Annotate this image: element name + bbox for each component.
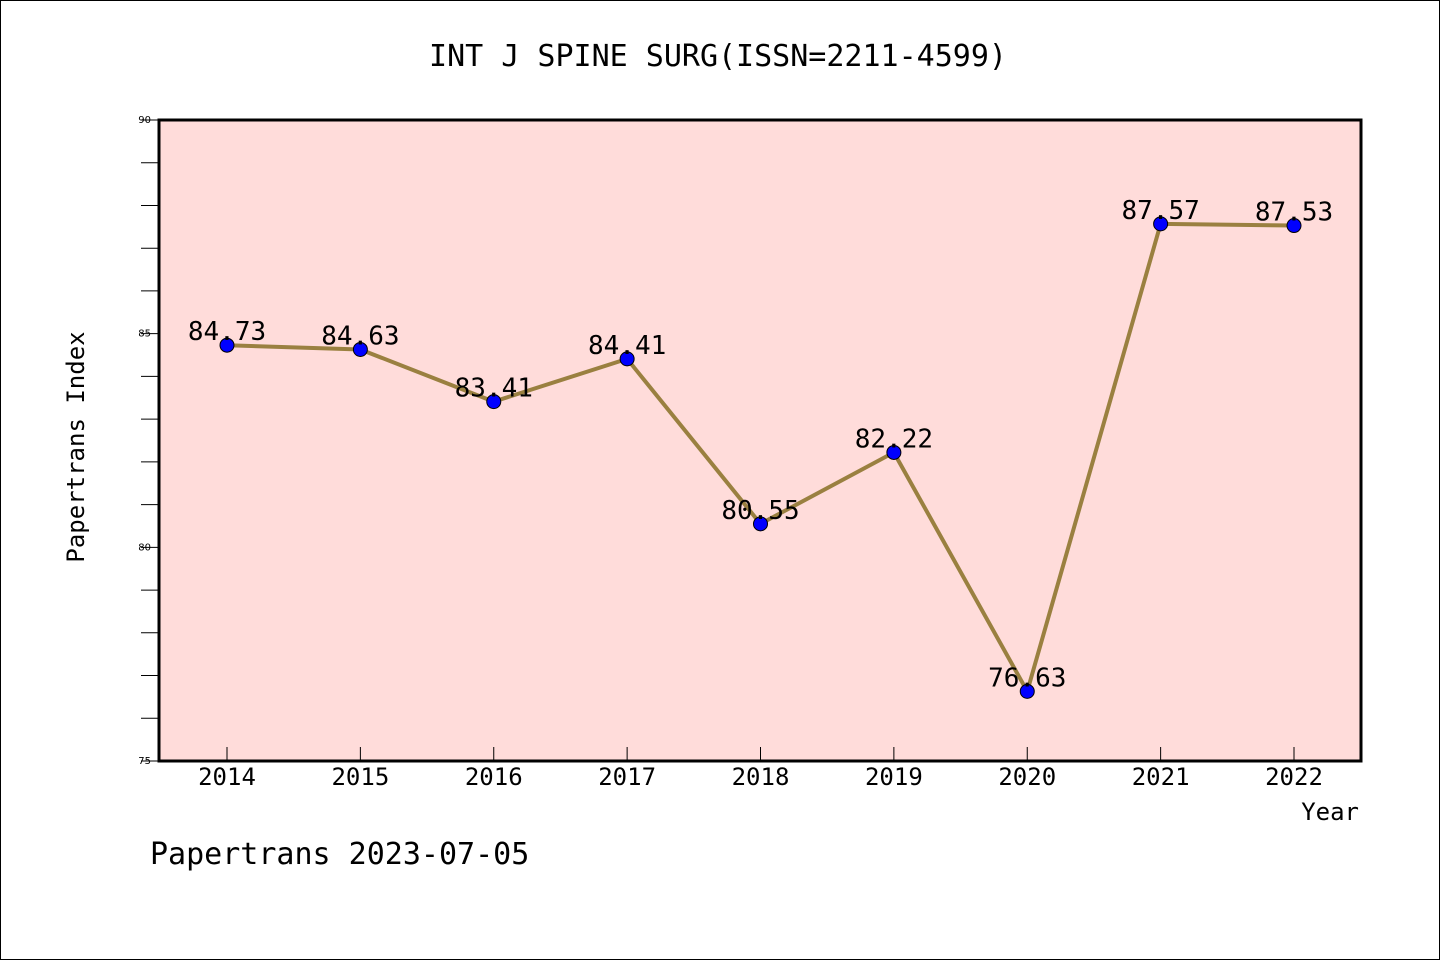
x-axis-ticks: 2014 2015 2016 2017 2018 2019 2020 2021 2022 — [198, 747, 1323, 791]
x-tick-label: 2021 — [1132, 763, 1190, 791]
x-tick-label: 2022 — [1265, 763, 1323, 791]
x-tick-label: 2018 — [732, 763, 790, 791]
data-point-2019 — [886, 444, 902, 460]
data-label-2022: 87.53 — [1255, 198, 1333, 228]
y-axis-label: Papertrans Index — [62, 331, 90, 562]
data-label-2019: 82.22 — [855, 424, 933, 454]
data-label-2014: 84.73 — [188, 317, 266, 347]
data-point-2020 — [1019, 683, 1035, 699]
data-point-2014 — [219, 337, 235, 353]
x-tick-label: 2019 — [865, 763, 923, 791]
data-point-2022 — [1286, 218, 1302, 234]
data-label-2015: 84.63 — [321, 321, 399, 351]
data-label-2021: 87.57 — [1121, 196, 1199, 226]
data-point-2015 — [352, 341, 368, 357]
x-tick-label: 2016 — [465, 763, 523, 791]
data-point-2017 — [619, 351, 635, 367]
footer-source-date: Papertrans 2023-07-05 — [150, 837, 529, 872]
x-tick-label: 2017 — [598, 763, 656, 791]
y-tick-label: 85 — [138, 329, 151, 340]
data-label-2017: 84.41 — [588, 331, 666, 361]
y-tick-label: 90 — [138, 115, 151, 126]
data-point-2021 — [1153, 216, 1169, 232]
y-tick-label: 80 — [138, 542, 151, 553]
data-point-2016 — [486, 394, 502, 410]
x-axis-label: Year — [1301, 798, 1359, 826]
x-tick-label: 2020 — [998, 763, 1056, 791]
data-label-2018: 80.55 — [721, 496, 799, 526]
y-tick-label: 75 — [138, 756, 151, 767]
y-axis-ticks: 75 80 85 90 — [138, 115, 159, 767]
x-tick-label: 2015 — [331, 763, 389, 791]
data-point-2018 — [753, 516, 768, 532]
x-tick-label: 2014 — [198, 763, 256, 791]
data-label-2020: 76.63 — [988, 663, 1066, 693]
chart-title: INT J SPINE SURG(ISSN=2211-4599) — [429, 39, 1007, 74]
data-markers — [219, 216, 1302, 699]
data-label-2016: 83.41 — [455, 374, 533, 404]
data-labels: 84.73 84.63 83.41 84.41 80.55 82.22 76.63 87.57… — [188, 196, 1333, 694]
